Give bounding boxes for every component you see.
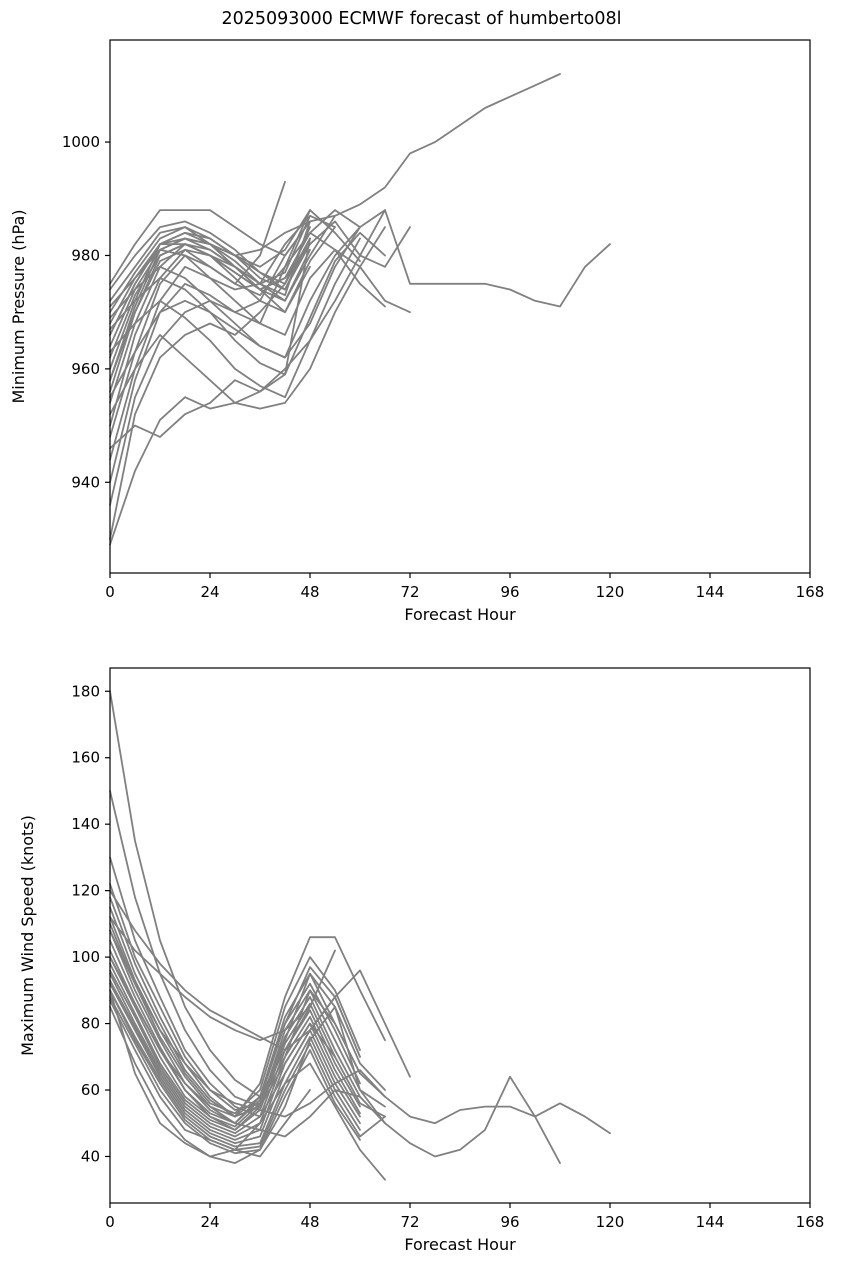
ensemble-member-line xyxy=(109,226,386,416)
y-tick-label: 980 xyxy=(71,246,100,264)
y-tick-label: 940 xyxy=(71,473,100,491)
figure-title: 2025093000 ECMWF forecast of humberto08l xyxy=(221,9,622,29)
x-tick-label: 120 xyxy=(596,1213,625,1231)
x-tick-label: 0 xyxy=(105,1213,115,1231)
x-tick-label: 96 xyxy=(500,1213,519,1231)
minimum-pressure-chart: 0 24 48 72 96 120 144 168 940 960 980 1000 Forecast … xyxy=(9,39,825,624)
y-tick-label: 40 xyxy=(81,1147,100,1165)
ensemble-member-line xyxy=(109,214,311,348)
ensemble-member-line xyxy=(109,982,361,1145)
x-tick-label: 120 xyxy=(596,583,625,601)
ensemble-member-line xyxy=(109,220,311,291)
ensemble-member-line xyxy=(109,956,361,1128)
ensemble-member-line xyxy=(109,226,311,540)
plot-border xyxy=(109,39,811,574)
ensemble-member-line xyxy=(109,989,311,1158)
x-tick-label: 168 xyxy=(796,583,825,601)
ensemble-member-line xyxy=(109,989,361,1148)
ensemble-member-line xyxy=(109,180,286,382)
ensemble-member-line xyxy=(109,916,336,1042)
ensemble-member-line xyxy=(109,972,361,1138)
x-tick-label: 72 xyxy=(400,1213,419,1231)
ensemble-member-line xyxy=(109,1005,386,1164)
x-tick-label: 24 xyxy=(200,583,219,601)
ensemble-member-line xyxy=(109,922,386,1118)
ensemble-member-line xyxy=(109,962,386,1131)
ensemble-member-line xyxy=(109,929,611,1135)
ensemble-member-line xyxy=(109,237,311,546)
ensemble-member-line xyxy=(109,939,386,1131)
ensemble-member-line xyxy=(109,996,361,1155)
x-axis-label: Forecast Hour xyxy=(404,605,516,624)
y-tick-label: 60 xyxy=(81,1081,100,1099)
ensemble-member-line xyxy=(109,243,311,325)
x-tick-label: 168 xyxy=(796,1213,825,1231)
ensemble-member-line xyxy=(109,979,361,1141)
y-axis-label: Maximum Wind Speed (knots) xyxy=(18,815,37,1056)
x-tick-label: 24 xyxy=(200,1213,219,1231)
x-tick-label: 96 xyxy=(500,583,519,601)
x-axis-label: Forecast Hour xyxy=(404,1235,516,1254)
y-tick-label: 80 xyxy=(81,1015,100,1033)
y-axis-label: Minimum Pressure (hPa) xyxy=(9,210,28,404)
y-tick-label: 180 xyxy=(71,682,100,700)
x-tick-label: 144 xyxy=(696,1213,725,1231)
y-tick-label: 160 xyxy=(71,749,100,767)
ensemble-member-line xyxy=(109,209,311,285)
ensemble-member-line xyxy=(109,226,336,314)
ensemble-member-line xyxy=(109,73,561,336)
ensemble-member-line xyxy=(109,209,611,399)
maximum-wind-speed-chart: 0 24 48 72 96 120 144 168 40 60 80 100 120 140 160 180 F… xyxy=(18,667,825,1254)
ensemble-member-line xyxy=(109,226,311,314)
ensemble-member-line xyxy=(109,889,411,1078)
ensemble-member-line xyxy=(109,237,361,399)
x-tick-label: 48 xyxy=(300,1213,319,1231)
ensemble-member-line xyxy=(109,226,361,359)
ensemble-member-line xyxy=(109,999,386,1181)
ensemble-member-line xyxy=(109,956,561,1164)
y-tick-label: 140 xyxy=(71,815,100,833)
y-tick-label: 960 xyxy=(71,360,100,378)
ensemble-member-line xyxy=(109,209,386,450)
ensemble-member-line xyxy=(109,989,386,1151)
y-tick-label: 120 xyxy=(71,882,100,900)
ensemble-member-line xyxy=(109,231,386,376)
y-tick-label: 1000 xyxy=(62,133,100,151)
x-tick-label: 72 xyxy=(400,583,419,601)
x-tick-label: 48 xyxy=(300,583,319,601)
plot-border xyxy=(109,667,811,1204)
x-tick-label: 0 xyxy=(105,583,115,601)
x-tick-label: 144 xyxy=(696,583,725,601)
y-tick-label: 100 xyxy=(71,948,100,966)
